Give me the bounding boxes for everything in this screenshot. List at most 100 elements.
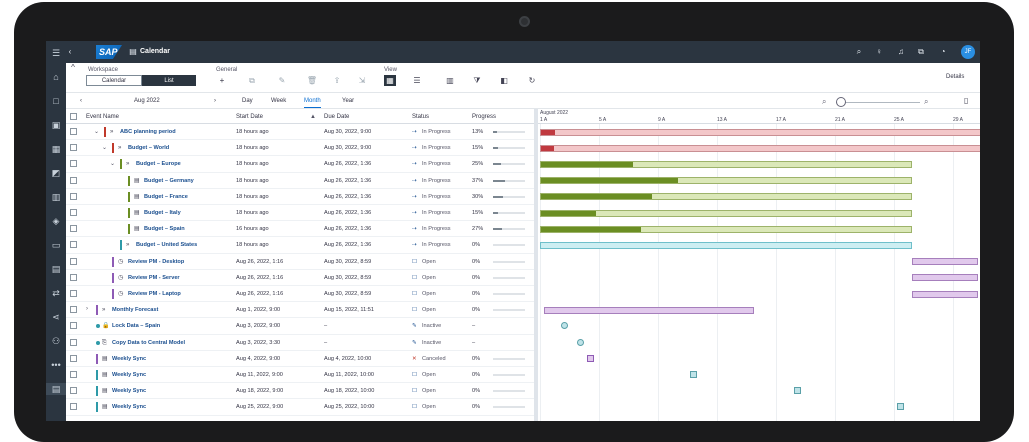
row-checkbox[interactable] bbox=[70, 209, 77, 216]
add-icon[interactable]: + bbox=[219, 76, 225, 85]
chevron-down-icon[interactable]: ⌄ bbox=[94, 129, 100, 135]
row-checkbox[interactable] bbox=[70, 371, 77, 378]
edit-icon[interactable]: ✎ bbox=[278, 76, 286, 85]
table-row[interactable]: ⎘ Copy Data to Central Model Aug 3, 2022, … bbox=[66, 335, 534, 351]
workspace-list-button[interactable]: List bbox=[142, 75, 196, 86]
row-checkbox[interactable] bbox=[70, 192, 77, 200]
model-icon[interactable]: ◈ bbox=[52, 216, 60, 226]
data-icon[interactable]: ▥ bbox=[51, 192, 61, 202]
details-button[interactable]: Details bbox=[946, 74, 965, 80]
gantt-bar[interactable] bbox=[911, 290, 979, 298]
tab-day[interactable]: Day bbox=[242, 98, 253, 104]
row-checkbox[interactable] bbox=[70, 290, 77, 297]
analytics-icon[interactable]: ◩ bbox=[51, 168, 61, 178]
bell-icon[interactable]: ♫ bbox=[898, 47, 904, 56]
tab-month[interactable]: Month bbox=[304, 97, 321, 108]
gantt-bar[interactable] bbox=[540, 177, 912, 185]
event-name-link[interactable]: Budget – Spain bbox=[144, 226, 185, 233]
share-nav-icon[interactable]: ⋖ bbox=[52, 312, 60, 322]
table-row[interactable]: ◷ Review PM - Desktop Aug 26, 2022, 1:16 Au… bbox=[66, 254, 534, 270]
files-icon[interactable]: ▣ bbox=[51, 120, 61, 130]
delete-icon[interactable]: 🗑 bbox=[306, 76, 318, 85]
gantt-milestone[interactable] bbox=[896, 403, 904, 411]
event-name-link[interactable]: Weekly Sync bbox=[112, 355, 147, 362]
event-name-link[interactable]: Weekly Sync bbox=[112, 388, 147, 395]
event-name-link[interactable]: Monthly Forecast bbox=[112, 307, 159, 314]
table-row[interactable]: 🔒 Lock Data – Spain Aug 3, 2022, 9:00 – ✎ Ina… bbox=[66, 318, 534, 335]
table-row[interactable]: ▤ Weekly Sync Aug 11, 2022, 9:00 Aug 11, 20… bbox=[66, 367, 534, 384]
row-checkbox[interactable] bbox=[70, 225, 77, 233]
zoom-out-icon[interactable]: ⌕ bbox=[822, 97, 827, 106]
home-icon[interactable]: ⌂ bbox=[53, 72, 59, 82]
chevron-down-icon[interactable]: ⌄ bbox=[102, 145, 108, 152]
table-row[interactable]: › » Monthly Forecast Aug 1, 2022, 9:00 Aug 1… bbox=[66, 302, 534, 319]
row-checkbox[interactable] bbox=[70, 322, 77, 330]
pane-splitter[interactable] bbox=[534, 109, 538, 421]
table-row[interactable]: ⌄ » Budget – Europe 18 hours ago Aug 26, 202… bbox=[66, 156, 534, 173]
event-name-link[interactable]: Review PM - Server bbox=[128, 274, 180, 281]
table-icon[interactable]: ▥ bbox=[446, 76, 454, 85]
select-all-checkbox[interactable] bbox=[70, 113, 77, 120]
table-row[interactable]: ▤ Weekly Sync Aug 18, 2022, 9:00 Aug 18, 20… bbox=[66, 383, 534, 400]
table-row[interactable]: ◷ Review PM - Server Aug 26, 2022, 1:16 Aug… bbox=[66, 270, 534, 286]
plan-icon[interactable]: ▤ bbox=[51, 264, 61, 274]
next-period-icon[interactable]: › bbox=[214, 98, 216, 104]
more-icon[interactable]: ••• bbox=[51, 360, 61, 370]
table-row[interactable]: ▤ Budget – Italy 18 hours ago Aug 26, 2022,… bbox=[66, 205, 534, 222]
panel-icon[interactable]: ◧ bbox=[500, 76, 508, 85]
user-circle-icon[interactable]: ◔ bbox=[940, 47, 946, 56]
list-nav-icon[interactable]: ▤ bbox=[46, 383, 66, 395]
gantt-bar[interactable] bbox=[540, 193, 912, 201]
previous-period-icon[interactable]: ‹ bbox=[80, 98, 82, 104]
gantt-bar[interactable] bbox=[540, 144, 980, 152]
zoom-slider[interactable] bbox=[836, 102, 920, 103]
row-checkbox[interactable] bbox=[70, 338, 77, 346]
row-checkbox[interactable] bbox=[70, 387, 77, 395]
export-icon[interactable]: ⇲ bbox=[358, 76, 366, 85]
tab-week[interactable]: Week bbox=[271, 98, 287, 104]
row-checkbox[interactable] bbox=[70, 257, 77, 265]
row-checkbox[interactable] bbox=[70, 306, 77, 314]
workspace-calendar-button[interactable]: Calendar bbox=[86, 75, 142, 86]
team-icon[interactable]: ⚇ bbox=[51, 336, 61, 346]
refresh-icon[interactable]: ↻ bbox=[528, 76, 536, 85]
event-name-link[interactable]: Budget – France bbox=[144, 193, 188, 200]
back-icon[interactable]: ‹ bbox=[68, 47, 72, 56]
fullscreen-icon[interactable]: ▯ bbox=[964, 96, 969, 105]
event-name-link[interactable]: Copy Data to Central Model bbox=[112, 339, 186, 346]
gantt-bar[interactable] bbox=[540, 209, 912, 217]
copy-event-icon[interactable]: ⧉ bbox=[249, 76, 255, 85]
event-name-link[interactable]: Review PM - Desktop bbox=[128, 258, 185, 265]
event-name-link[interactable]: Budget – Germany bbox=[144, 177, 194, 184]
event-name-link[interactable]: Budget – World bbox=[128, 145, 170, 152]
row-checkbox[interactable] bbox=[70, 144, 77, 152]
table-row[interactable]: ▤ Budget – France 18 hours ago Aug 26, 2022… bbox=[66, 189, 534, 205]
copy-icon[interactable]: ⧉ bbox=[918, 47, 924, 56]
search-icon[interactable]: ⌕ bbox=[856, 47, 862, 56]
row-checkbox[interactable] bbox=[70, 354, 77, 362]
zoom-slider-handle[interactable] bbox=[836, 97, 846, 107]
event-name-link[interactable]: Review PM - Laptop bbox=[128, 291, 181, 297]
row-checkbox[interactable] bbox=[70, 241, 77, 249]
chevron-right-icon[interactable]: › bbox=[86, 306, 88, 313]
lightbulb-icon[interactable]: ♀ bbox=[876, 47, 882, 56]
event-name-link[interactable]: ABC planning period bbox=[120, 129, 176, 135]
share-icon[interactable]: ⇪ bbox=[333, 76, 341, 85]
collapse-icon[interactable]: ^ bbox=[71, 63, 75, 72]
gantt-bar[interactable] bbox=[911, 274, 979, 282]
calendar-nav-icon[interactable]: ▭ bbox=[51, 240, 61, 250]
gantt-milestone[interactable] bbox=[793, 387, 801, 395]
table-row[interactable]: ⌄ » Budget – World 18 hours ago Aug 30, 2022… bbox=[66, 140, 534, 157]
gantt-bar[interactable] bbox=[544, 306, 754, 314]
event-name-link[interactable]: Budget – United States bbox=[136, 242, 198, 249]
table-row[interactable]: ◷ Review PM - Laptop Aug 26, 2022, 1:16 Aug… bbox=[66, 286, 534, 303]
row-checkbox[interactable] bbox=[70, 176, 77, 184]
table-row[interactable]: » Budget – United States 18 hours ago Aug 2… bbox=[66, 237, 534, 254]
row-checkbox[interactable] bbox=[70, 403, 77, 411]
gantt-bar[interactable] bbox=[540, 241, 912, 249]
gantt-milestone[interactable] bbox=[690, 371, 698, 378]
menu-icon[interactable]: ☰ bbox=[51, 48, 61, 58]
table-row[interactable]: ▤ Weekly Sync Aug 4, 2022, 9:00 Aug 4, 2022… bbox=[66, 351, 534, 367]
row-checkbox[interactable] bbox=[70, 128, 77, 135]
table-row[interactable]: ▤ Budget – Spain 16 hours ago Aug 26, 2022,… bbox=[66, 221, 534, 238]
